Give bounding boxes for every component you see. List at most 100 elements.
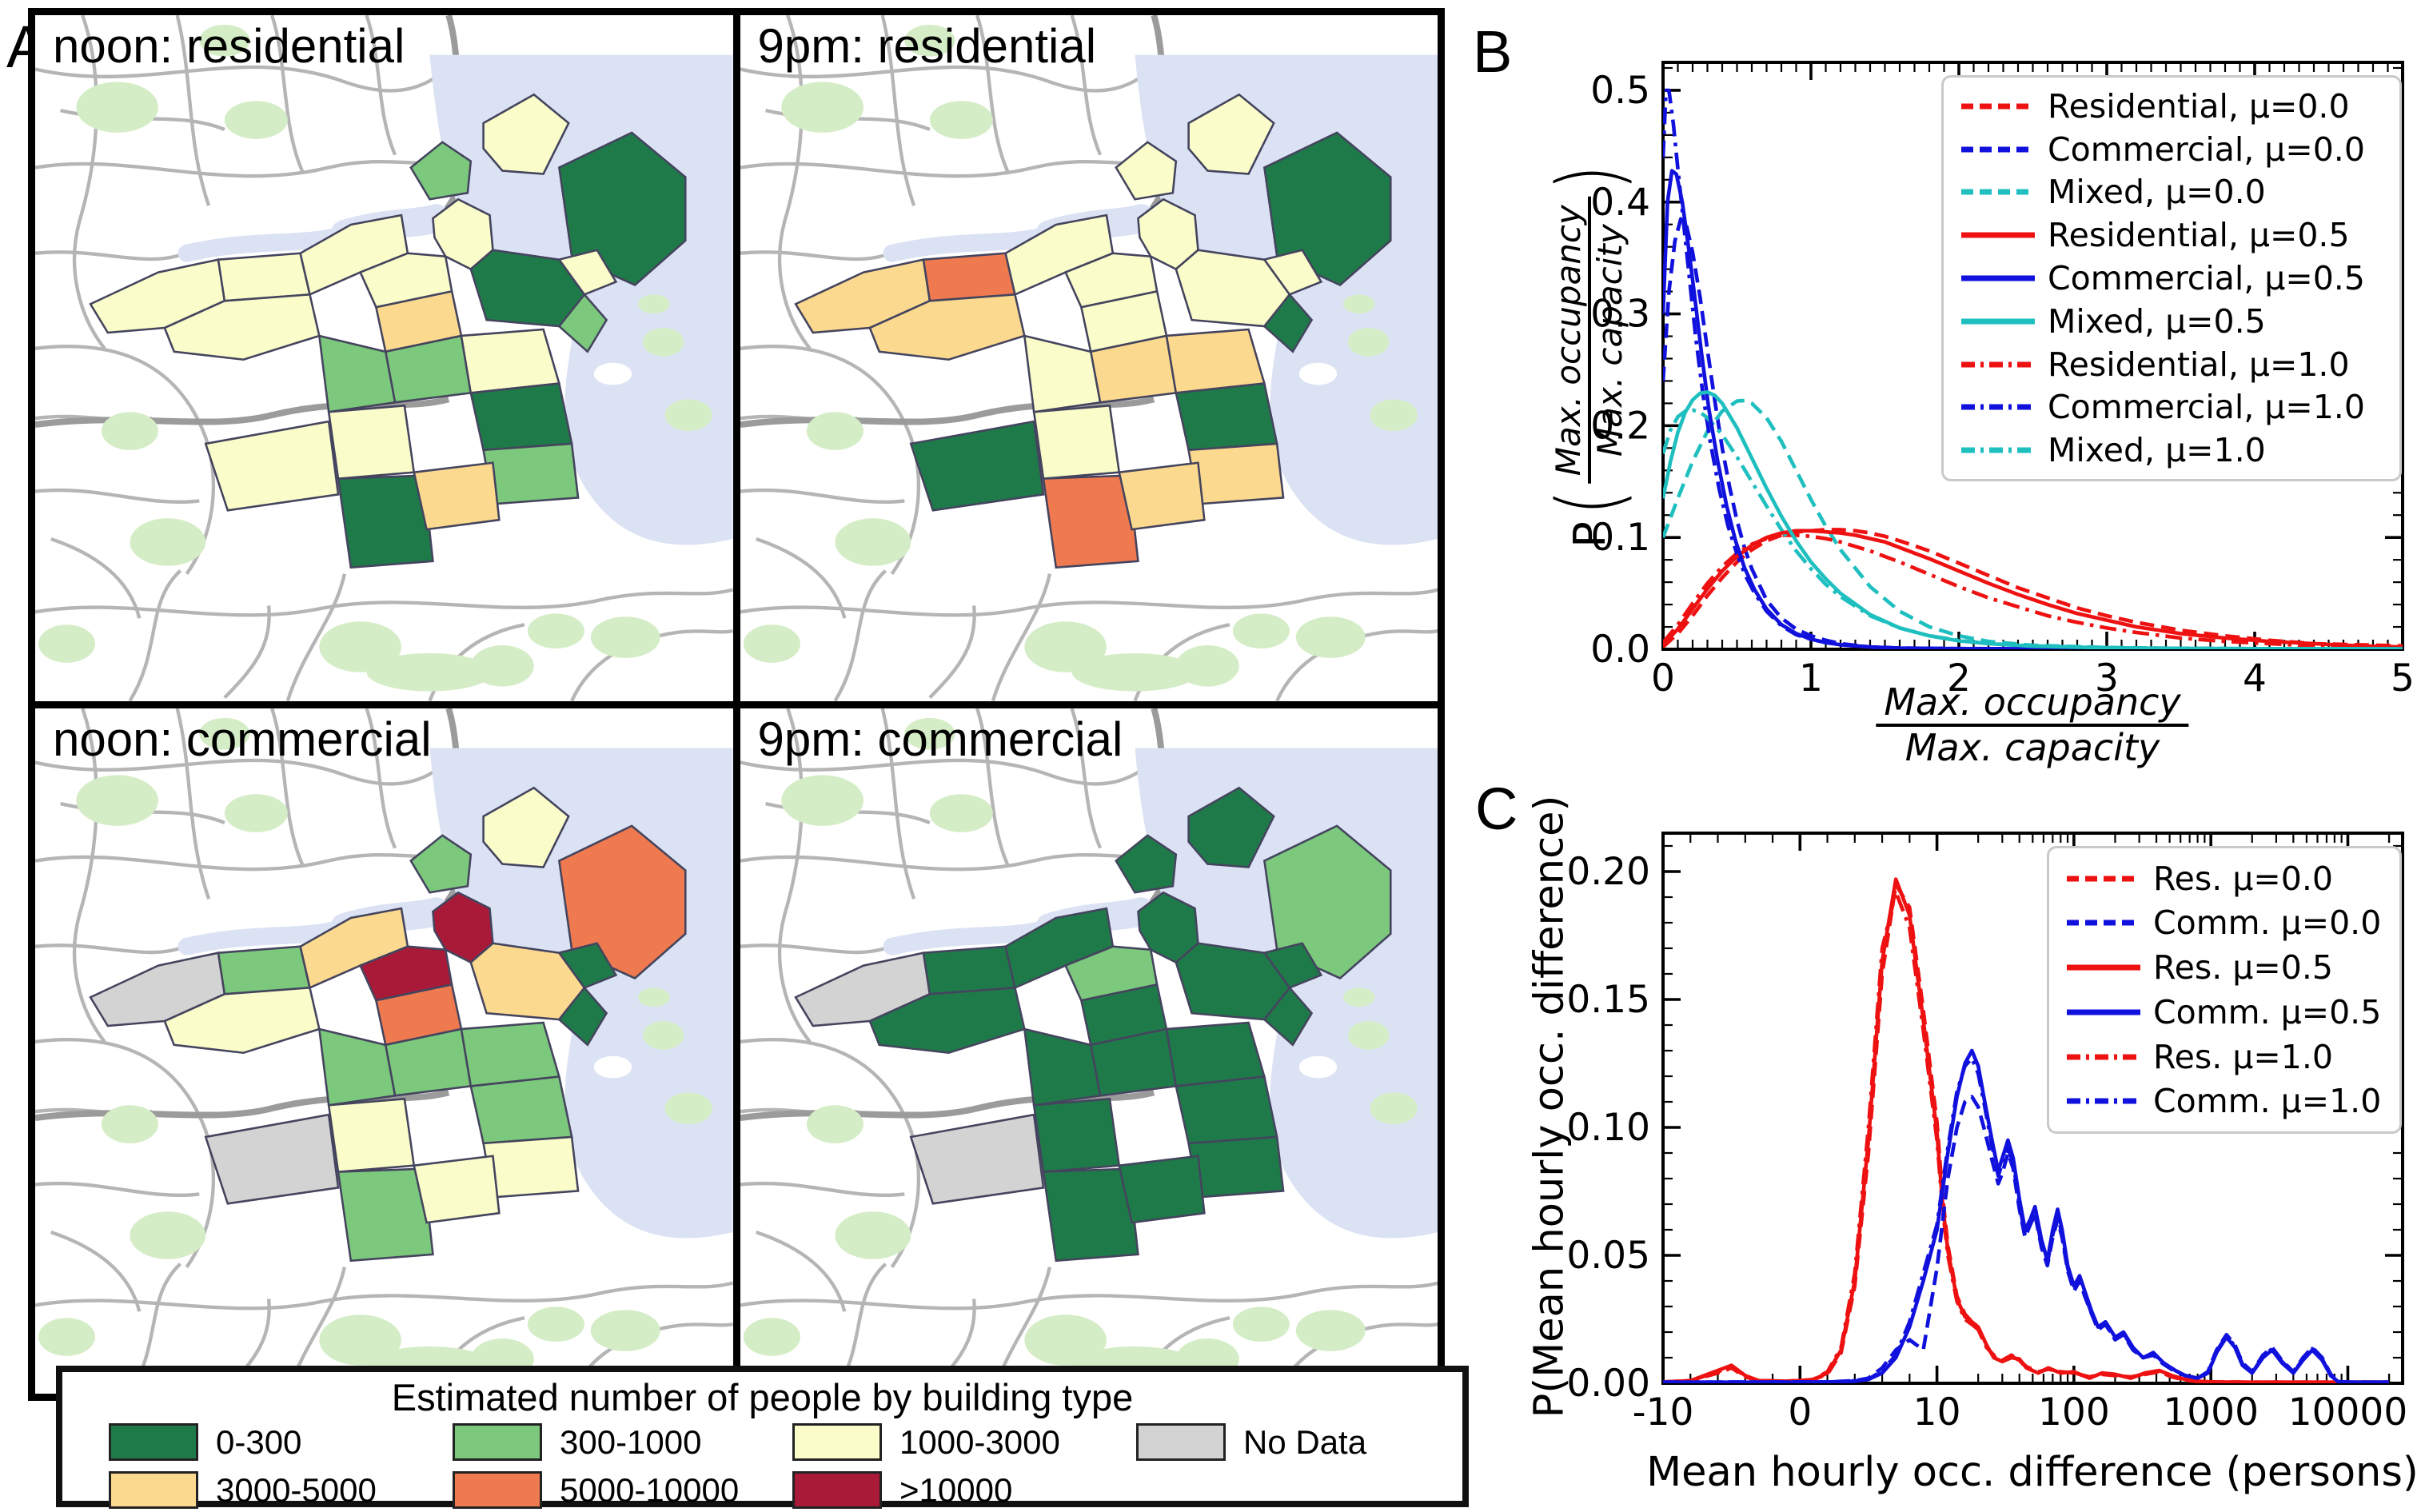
park-area (903, 717, 955, 750)
park-area (1295, 616, 1366, 658)
park-area (929, 793, 993, 832)
legend-line-sample (1961, 447, 2035, 453)
road-line (927, 605, 976, 700)
park-area (1295, 1309, 1366, 1351)
road-line (740, 345, 920, 575)
road-line (740, 1181, 905, 1197)
chart-c-legend: Res. μ=0.0 Comm. μ=0.0 Res. μ=0.5 Comm. μ=0… (2047, 846, 2402, 1134)
park-area (76, 82, 158, 133)
legend-entry-label: Res. μ=0.0 (2153, 859, 2333, 898)
legend-entry-label: Commercial, μ=0.0 (2048, 130, 2365, 169)
map-canvas (35, 708, 733, 1394)
road-line (72, 708, 106, 1043)
park-area (929, 101, 993, 139)
x-tick-label: 10 (1913, 1390, 1961, 1434)
district-20 (413, 1154, 501, 1224)
district-14 (1174, 382, 1278, 452)
x-tick-label: 0 (1651, 656, 1675, 700)
district-1 (922, 944, 1016, 995)
park-area (1023, 621, 1107, 672)
park-area (664, 1091, 712, 1124)
park-area (903, 24, 955, 57)
island (593, 1055, 632, 1078)
island (1298, 362, 1337, 385)
park-area (1347, 1020, 1389, 1050)
park-area (527, 1306, 584, 1342)
x-tick-label: 1000 (2163, 1390, 2259, 1434)
legend-label-B: 300-1000 (560, 1423, 702, 1461)
district-18 (909, 1113, 1044, 1205)
island (1342, 294, 1375, 314)
district-6 (409, 141, 473, 201)
district-1 (217, 252, 312, 302)
district-16 (1023, 334, 1102, 413)
legend-entry: Residential, μ=0.0 (1960, 87, 2383, 126)
road-line (833, 569, 887, 701)
district-13 (460, 328, 561, 394)
legend-entry: Comm. μ=1.0 (2065, 1082, 2383, 1120)
park-area (642, 328, 684, 357)
district-17 (327, 404, 416, 480)
legend-entry: Commercial, μ=0.0 (1960, 130, 2383, 169)
legend-label-F: >10000 (899, 1471, 1013, 1509)
chart-b-ylabel-denominator: Max. capacity (1590, 224, 1629, 457)
road-line (975, 708, 1011, 868)
legend-line-sample (1961, 103, 2035, 110)
district-7 (1187, 786, 1275, 868)
chart-b-xlabel-numerator: Max. occupancy (1876, 681, 2189, 727)
district-20 (413, 461, 501, 531)
road-line (1069, 708, 1102, 849)
district-6 (1114, 141, 1177, 201)
district-10 (1262, 249, 1322, 296)
road-line (35, 345, 215, 575)
district-17 (327, 1097, 416, 1173)
road-line (175, 708, 211, 900)
legend-entry: Res. μ=0.5 (2065, 948, 2383, 987)
park-area (590, 1309, 660, 1351)
chart-b-legend: Residential, μ=0.0 Commercial, μ=0.0 Mixed… (1941, 75, 2402, 481)
legend-entry: Res. μ=1.0 (2065, 1038, 2383, 1076)
road-line (35, 943, 186, 954)
road-line (128, 569, 182, 701)
map-title: noon: commercial (53, 712, 432, 766)
road-line (50, 1230, 142, 1312)
district-18 (204, 1113, 340, 1205)
park-area (130, 1211, 206, 1259)
park-area (527, 613, 584, 648)
legend-entry-label: Comm. μ=1.0 (2153, 1082, 2382, 1121)
road-line (35, 852, 441, 871)
district-13 (460, 1021, 561, 1087)
park-area (834, 518, 911, 566)
park-area (38, 1317, 96, 1356)
legend-entry-label: Residential, μ=1.0 (2048, 345, 2350, 384)
park-area (319, 621, 401, 672)
district-4 (1063, 944, 1159, 1002)
y-tick-label: 0.20 (1566, 850, 1650, 894)
road-line (740, 250, 891, 261)
x-tick-label: 100 (2038, 1390, 2110, 1434)
island (638, 987, 670, 1007)
district-4 (1063, 252, 1159, 309)
road-line (35, 1181, 200, 1197)
district-4 (358, 252, 453, 309)
road-line (175, 15, 211, 206)
park-area (199, 24, 250, 57)
district-19 (337, 474, 434, 569)
legend-entry: Comm. μ=0.0 (2065, 904, 2383, 942)
x-tick-label: 10000 (2288, 1390, 2408, 1434)
road-line (755, 537, 846, 619)
road-line (740, 852, 1145, 871)
district-7 (482, 93, 570, 175)
district-20 (1117, 461, 1206, 531)
chart-b-ylabel-close-paren: ) (1538, 165, 1641, 191)
y-tick-label: 0.10 (1566, 1106, 1650, 1150)
district-1 (217, 944, 312, 995)
road-line (740, 588, 1438, 617)
district-15 (1187, 1135, 1284, 1199)
road-line (740, 1037, 920, 1268)
legend-entry-label: Comm. μ=0.5 (2153, 992, 2382, 1031)
park-area (366, 652, 493, 692)
y-tick-label: 0.15 (1566, 978, 1650, 1022)
park-area (743, 1317, 800, 1356)
park-area (664, 399, 712, 432)
